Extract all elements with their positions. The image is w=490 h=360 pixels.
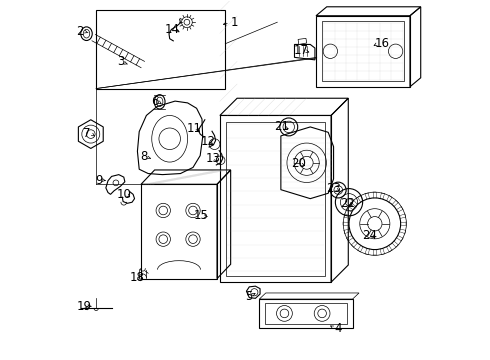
- Polygon shape: [298, 39, 307, 44]
- Text: 13: 13: [206, 152, 221, 165]
- Text: 3: 3: [118, 55, 125, 68]
- Text: 9: 9: [95, 174, 102, 186]
- Text: 6: 6: [151, 95, 158, 108]
- Text: 17: 17: [294, 44, 309, 57]
- Text: 1: 1: [230, 16, 238, 29]
- Text: 12: 12: [201, 135, 216, 148]
- Text: 14: 14: [165, 23, 180, 36]
- Text: 7: 7: [83, 127, 91, 140]
- Text: 20: 20: [291, 157, 305, 170]
- Text: 4: 4: [335, 322, 342, 335]
- Text: 2: 2: [76, 25, 84, 38]
- Text: 10: 10: [116, 188, 131, 201]
- Text: 16: 16: [374, 36, 390, 50]
- Text: 21: 21: [274, 121, 289, 134]
- Text: 5: 5: [245, 290, 252, 303]
- Text: 19: 19: [77, 300, 92, 313]
- Text: 15: 15: [194, 210, 209, 222]
- Text: 23: 23: [326, 183, 342, 195]
- Text: 24: 24: [362, 229, 377, 242]
- Text: 22: 22: [340, 197, 355, 210]
- Text: 8: 8: [140, 150, 147, 163]
- Text: 11: 11: [187, 122, 201, 135]
- Text: 18: 18: [129, 271, 144, 284]
